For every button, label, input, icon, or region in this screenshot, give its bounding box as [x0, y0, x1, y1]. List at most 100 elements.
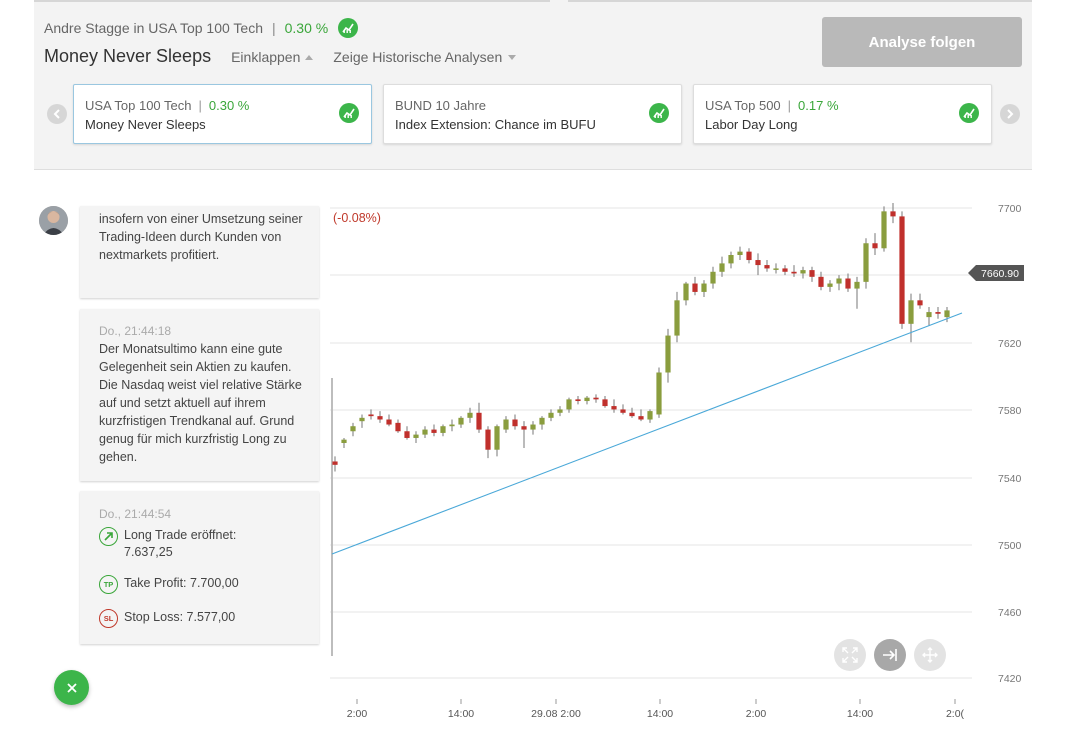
pan-button[interactable]: [914, 639, 946, 671]
candle: [503, 416, 509, 433]
page-title: Money Never Sleeps: [44, 46, 212, 66]
candle: [584, 396, 590, 405]
fullscreen-button[interactable]: [834, 639, 866, 671]
author-label[interactable]: Andre Stagge in USA Top 100 Tech: [44, 20, 263, 36]
author-line: Andre Stagge in USA Top 100 Tech | 0.30 …: [44, 18, 359, 38]
candle: [818, 271, 824, 291]
y-tick-label: 7420: [998, 673, 1022, 685]
candle: [944, 307, 950, 323]
card-performance: 0.17 %: [798, 98, 839, 113]
candle: [836, 275, 842, 291]
analysis-card-1[interactable]: USA Top 100 Tech | 0.30 % Money Never Slee…: [73, 84, 372, 144]
candle: [377, 411, 383, 423]
candle: [917, 293, 923, 309]
author-avatar[interactable]: [39, 206, 68, 235]
collapse-toggle[interactable]: Einklappen: [231, 49, 314, 65]
carousel-next-button[interactable]: [1000, 104, 1020, 124]
candle: [773, 263, 779, 274]
candle: [440, 424, 446, 437]
page-title-row: Money Never Sleeps Einklappen Zeige Hist…: [44, 46, 517, 67]
take-profit-text: Take Profit: 7.700,00: [124, 576, 239, 590]
chart-badge-icon: [959, 103, 979, 123]
candle: [458, 416, 464, 428]
analysis-card-2[interactable]: BUND 10 Jahre Index Extension: Chance im…: [383, 84, 682, 144]
long-trade-text: Long Trade eröffnet: 7.637,25: [124, 528, 237, 559]
x-tick-label: 29.08 2:00: [531, 708, 581, 720]
candle: [422, 426, 428, 438]
change-percent-label: (-0.08%): [333, 211, 381, 225]
candle: [341, 437, 347, 449]
close-icon: [66, 682, 77, 693]
arrow-to-end-icon: [883, 649, 897, 661]
chevron-right-icon: [1007, 109, 1014, 119]
candle: [926, 307, 932, 326]
candle: [395, 419, 401, 433]
arrow-up-right-icon: [99, 527, 118, 546]
candle: [827, 280, 833, 292]
history-toggle[interactable]: Zeige Historische Analysen: [333, 49, 517, 65]
candle: [656, 367, 662, 418]
x-tick-label: 14:00: [847, 708, 873, 720]
candle: [845, 273, 851, 292]
analysis-card-3[interactable]: USA Top 500 | 0.17 % Labor Day Long: [693, 84, 992, 144]
candle: [899, 211, 905, 329]
feed-trade-message: Do., 21:44:54 Long Trade eröffnet: 7.637…: [80, 491, 319, 644]
close-button[interactable]: [54, 670, 89, 705]
candle: [350, 422, 356, 437]
candle: [908, 293, 914, 343]
long-trade-row: Long Trade eröffnet: 7.637,25: [99, 527, 264, 561]
move-icon: [922, 647, 938, 663]
collapse-label: Einklappen: [231, 49, 301, 65]
divider: [34, 0, 550, 2]
candle: [764, 260, 770, 272]
candle: [683, 281, 689, 306]
candle: [404, 426, 410, 440]
candle: [755, 253, 761, 276]
scroll-to-end-button[interactable]: [874, 639, 906, 671]
candle: [431, 424, 437, 437]
candle: [638, 409, 644, 422]
x-tick-label: 14:00: [448, 708, 474, 720]
follow-analysis-button[interactable]: Analyse folgen: [822, 17, 1022, 67]
candle: [719, 256, 725, 277]
candle: [881, 206, 887, 252]
message-time: Do., 21:44:18: [99, 324, 172, 338]
candle: [512, 414, 518, 430]
candle: [575, 396, 581, 405]
stop-loss-icon: SL: [99, 609, 118, 628]
feed-message: Do., 21:44:18 Der Monatsultimo kann eine…: [80, 309, 319, 481]
candle: [863, 238, 869, 289]
stop-loss-text: Stop Loss: 7.577,00: [124, 610, 236, 624]
candle: [521, 421, 527, 449]
candlestick-chart: 7700 7620 7580 7540 7500 7460 7420 2:00 14:00 29…: [330, 202, 1024, 720]
expand-icon: [842, 647, 858, 663]
candle: [548, 409, 554, 422]
candle: [494, 424, 500, 457]
candle: [557, 406, 563, 417]
current-price-value: 7660.90: [981, 268, 1019, 280]
candle: [593, 394, 599, 403]
stop-loss-row: SL Stop Loss: 7.577,00: [99, 609, 235, 628]
candle: [854, 276, 860, 309]
carousel-prev-button[interactable]: [47, 104, 67, 124]
candle: [674, 291, 680, 343]
candle: [665, 328, 671, 383]
chevron-left-icon: [53, 109, 60, 119]
candle: [539, 416, 545, 430]
separator: |: [271, 20, 276, 36]
card-name: Index Extension: Chance im BUFU: [395, 117, 596, 132]
y-tick-label: 7540: [998, 473, 1022, 485]
analysis-feed: insofern von einer Umsetzung seiner Trad…: [0, 170, 330, 747]
candle: [701, 280, 707, 297]
candle: [449, 419, 455, 432]
x-tick-label: 2:0(: [946, 708, 965, 720]
candle: [476, 402, 482, 433]
card-performance: 0.30 %: [208, 98, 250, 113]
divider: [568, 0, 1032, 2]
price-chart[interactable]: 7700 7620 7580 7540 7500 7460 7420 2:00 14:00 29…: [330, 190, 1077, 747]
candle: [710, 266, 716, 289]
candle: [728, 251, 734, 269]
candle: [359, 414, 365, 428]
take-profit-row: TP Take Profit: 7.700,00: [99, 575, 239, 594]
card-category: USA Top 500: [705, 98, 781, 113]
